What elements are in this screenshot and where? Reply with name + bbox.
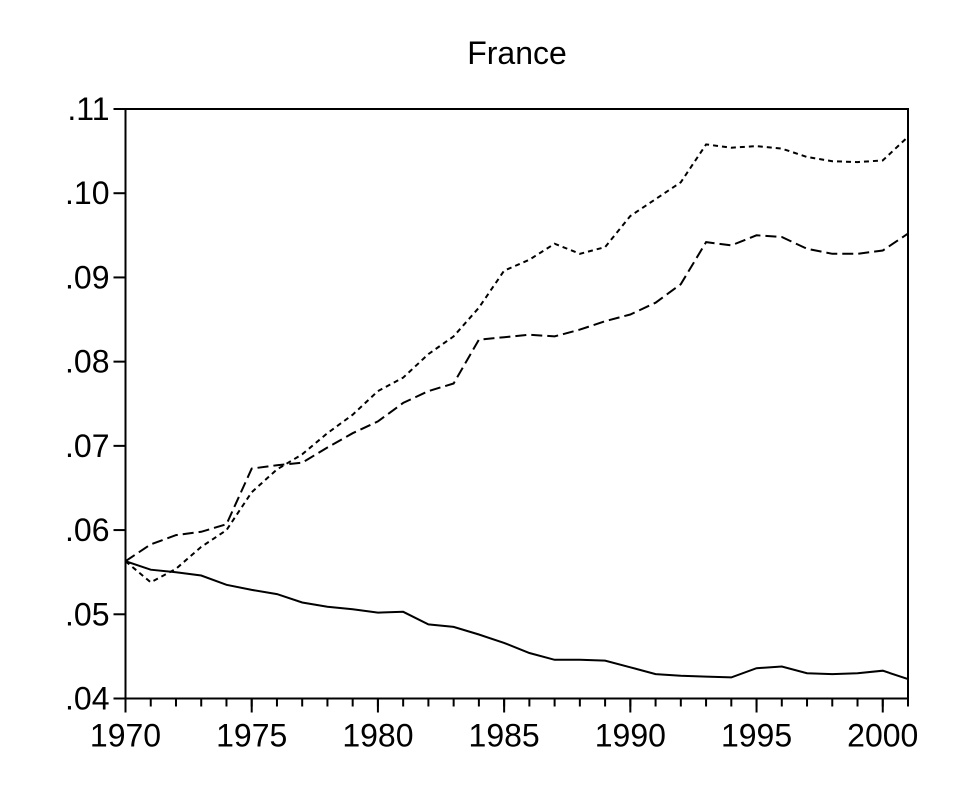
x-tick-label: 1990: [595, 718, 666, 754]
solid-line: [125, 560, 909, 681]
y-tick-label: .06: [65, 512, 109, 548]
plot-area: [124, 108, 909, 700]
chart-series: [124, 136, 909, 681]
x-tick-label: 1975: [216, 718, 287, 754]
x-tick-label: 1980: [342, 718, 413, 754]
x-tick-label: 1985: [469, 718, 540, 754]
plot-border: [124, 108, 909, 700]
y-tick-label: .05: [65, 596, 109, 632]
y-tick-label: .09: [65, 259, 109, 295]
x-tick-label: 2000: [847, 718, 918, 754]
y-tick-label: .04: [65, 681, 109, 717]
y-tick-label: .11: [67, 91, 109, 127]
y-tick-label: .08: [65, 344, 109, 380]
y-tick-label: .10: [65, 175, 109, 211]
x-axis: 1970 1975 1980 1985 1990 1995 2000: [90, 698, 918, 754]
chart-title: France: [467, 35, 567, 71]
x-tick-label: 1970: [90, 718, 161, 754]
x-tick-label: 1995: [721, 718, 792, 754]
y-axis: .04 .05 .06 .07 .08 .09 .10 .11: [65, 91, 126, 717]
long-dash-line: [124, 232, 909, 563]
y-tick-label: .07: [65, 428, 109, 464]
short-dash-line: [124, 136, 909, 584]
